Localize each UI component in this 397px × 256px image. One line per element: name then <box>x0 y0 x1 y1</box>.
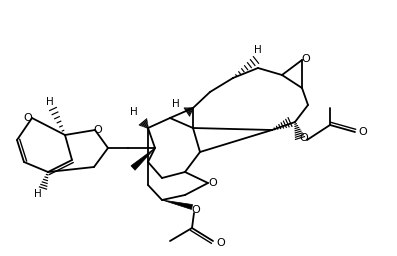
Text: H: H <box>172 99 180 109</box>
Text: O: O <box>192 205 200 215</box>
Text: O: O <box>302 54 310 64</box>
Text: O: O <box>358 127 367 137</box>
Text: O: O <box>94 125 102 135</box>
Text: O: O <box>217 238 225 248</box>
Text: H: H <box>34 189 42 199</box>
Text: H: H <box>46 97 54 107</box>
Polygon shape <box>131 148 155 170</box>
Text: O: O <box>24 113 33 123</box>
Text: O: O <box>209 178 218 188</box>
Text: O: O <box>300 133 308 143</box>
Text: H: H <box>130 107 138 117</box>
Polygon shape <box>162 200 193 209</box>
Text: H: H <box>254 45 262 55</box>
